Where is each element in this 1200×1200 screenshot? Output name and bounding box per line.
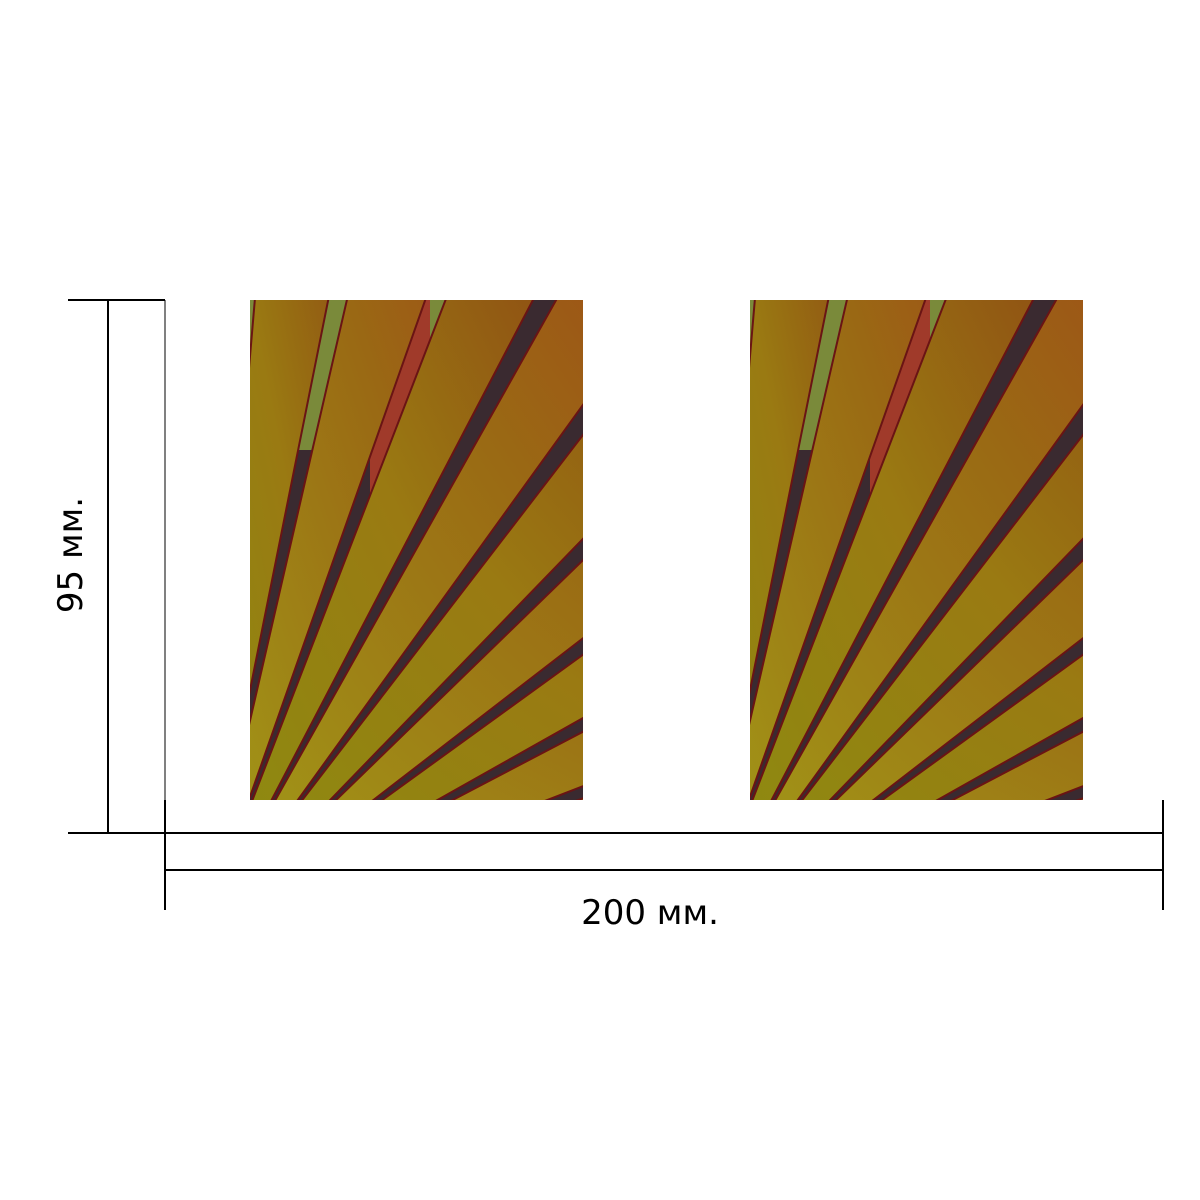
height-label: 95 мм. xyxy=(51,497,91,613)
height-dimension xyxy=(68,299,166,834)
width-label: 200 мм. xyxy=(581,893,719,933)
width-dimension xyxy=(164,800,1164,910)
photo xyxy=(651,40,1200,940)
